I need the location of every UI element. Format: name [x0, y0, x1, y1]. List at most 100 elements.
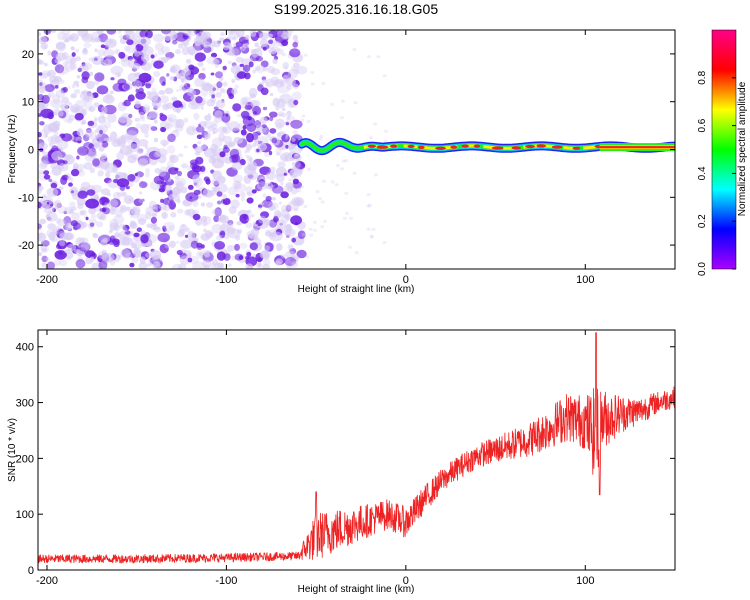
heatmap-noise-cell	[226, 222, 234, 230]
heatmap-noise-cell	[59, 186, 64, 190]
heatmap-noise-cell	[133, 80, 143, 89]
heatmap-noise-cell	[125, 185, 130, 190]
heatmap-noise-cell	[221, 81, 228, 87]
heatmap-noise-cell	[82, 238, 85, 243]
heatmap-noise-cell	[264, 182, 274, 190]
heatmap-noise-cell	[321, 81, 326, 86]
heatmap-noise-cell	[283, 224, 293, 234]
heatmap-noise-cell	[215, 91, 222, 98]
heatmap-noise-cell	[318, 137, 323, 141]
heatmap-noise-cell	[203, 120, 213, 129]
heatmap-noise-cell	[88, 105, 95, 113]
heatmap-noise-cell	[136, 227, 142, 232]
heatmap-noise-cell	[195, 184, 200, 188]
heatmap-noise-cell	[219, 214, 226, 221]
heatmap-noise-cell	[194, 77, 205, 87]
heatmap-noise-cell	[211, 120, 219, 127]
heatmap-noise-cell	[306, 119, 311, 124]
heatmap-noise-cell	[113, 224, 121, 232]
heatmap-noise-cell	[91, 92, 99, 99]
heatmap-noise-cell	[178, 228, 186, 235]
heatmap-noise-cell	[315, 190, 320, 194]
heatmap-noise-cell	[131, 257, 139, 264]
heatmap-noise-cell	[75, 99, 87, 108]
heatmap-noise-cell	[222, 127, 227, 132]
heatmap-noise-cell	[260, 60, 269, 68]
heatmap-noise-cell	[136, 72, 141, 76]
heatmap-noise-cell	[258, 215, 267, 224]
heatmap-noise-cell	[129, 262, 135, 268]
heatmap-noise-cell	[101, 106, 108, 114]
heatmap-noise-cell	[117, 30, 122, 35]
heatmap-noise-cell	[51, 30, 56, 34]
heatmap-noise-cell	[276, 30, 286, 38]
heatmap-noise-cell	[164, 243, 171, 249]
heatmap-noise-cell	[100, 153, 107, 160]
heatmap-noise-cell	[38, 32, 42, 37]
heatmap-noise-cell	[140, 230, 146, 234]
heatmap-noise-cell	[154, 42, 164, 51]
heatmap-noise-cell	[61, 96, 69, 104]
heatmap-noise-cell	[77, 146, 89, 156]
snr-xtick-label: 100	[576, 575, 594, 587]
heatmap-noise-cell	[70, 93, 77, 99]
heatmap-noise-cell	[64, 39, 69, 43]
heatmap-noise-cell	[60, 30, 72, 36]
heatmap-noise-cell	[116, 151, 125, 161]
heatmap-noise-cell	[181, 223, 186, 228]
heatmap-noise-cell	[159, 203, 167, 211]
heatmap-noise-cell	[58, 79, 65, 84]
heatmap-noise-cell	[125, 30, 136, 39]
heatmap-noise-cell	[127, 174, 136, 182]
heatmap-noise-cell	[72, 190, 80, 201]
heatmap-noise-cell	[210, 52, 218, 58]
heatmap-noise-cell	[187, 184, 194, 190]
heatmap-noise-cell	[216, 87, 220, 92]
heatmap-noise-cell	[268, 39, 274, 45]
heatmap-noise-cell	[85, 216, 89, 221]
heatmap-noise-cell	[50, 182, 58, 189]
heatmap-noise-cell	[291, 91, 302, 101]
heatmap-noise-cell	[181, 68, 191, 77]
heatmap-noise-cell	[291, 162, 295, 166]
heatmap-noise-cell	[38, 201, 42, 209]
heatmap-noise-cell	[281, 107, 286, 111]
heatmap-noise-cell	[262, 79, 267, 83]
heatmap-noise-cell	[38, 169, 44, 175]
heatmap-noise-cell	[86, 148, 97, 159]
heatmap-noise-cell	[231, 162, 243, 171]
heatmap-noise-cell	[260, 87, 269, 96]
heatmap-noise-cell	[176, 107, 181, 114]
heatmap-noise-cell	[140, 123, 150, 134]
heatmap-noise-cell	[48, 122, 58, 133]
heatmap-noise-cell	[43, 30, 52, 35]
heatmap-noise-cell	[169, 76, 175, 81]
heatmap-noise-cell	[125, 44, 137, 54]
heatmap-noise-cell	[203, 136, 208, 140]
heatmap-noise-cell	[41, 247, 47, 252]
heatmap-noise-cell	[294, 208, 299, 212]
heatmap-noise-cell	[301, 114, 306, 118]
heatmap-noise-cell	[268, 48, 277, 55]
heatmap-noise-cell	[150, 216, 157, 224]
heatmap-noise-cell	[42, 151, 50, 157]
heatmap-noise-cell	[125, 206, 131, 212]
heatmap-noise-cell	[220, 32, 225, 37]
heatmap-noise-cell	[292, 34, 299, 41]
heatmap-noise-cell	[195, 96, 203, 104]
heatmap-noise-cell	[127, 94, 135, 102]
heatmap-noise-cell	[192, 261, 206, 269]
heatmap-noise-cell	[214, 63, 219, 68]
spectrogram-ytick-label: -10	[18, 192, 34, 204]
heatmap-noise-cell	[297, 230, 306, 239]
heatmap-noise-cell	[181, 163, 189, 169]
heatmap-noise-cell	[60, 235, 65, 240]
heatmap-noise-cell	[296, 200, 303, 206]
heatmap-noise-cell	[166, 160, 175, 169]
heatmap-noise-cell	[160, 126, 167, 133]
heatmap-noise-cell	[164, 184, 172, 192]
heatmap-noise-cell	[186, 165, 192, 171]
heatmap-noise-cell	[71, 52, 76, 57]
heatmap-noise-cell	[235, 56, 244, 63]
heatmap-noise-cell	[277, 161, 286, 169]
